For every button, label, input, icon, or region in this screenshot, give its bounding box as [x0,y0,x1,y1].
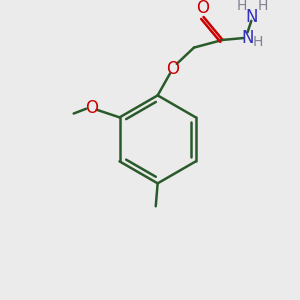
Text: O: O [196,0,209,17]
Text: N: N [245,8,258,26]
Text: N: N [241,29,254,47]
Text: H: H [253,35,263,49]
Text: O: O [167,60,179,78]
Text: O: O [85,99,98,117]
Text: H: H [258,0,268,13]
Text: H: H [237,0,247,13]
